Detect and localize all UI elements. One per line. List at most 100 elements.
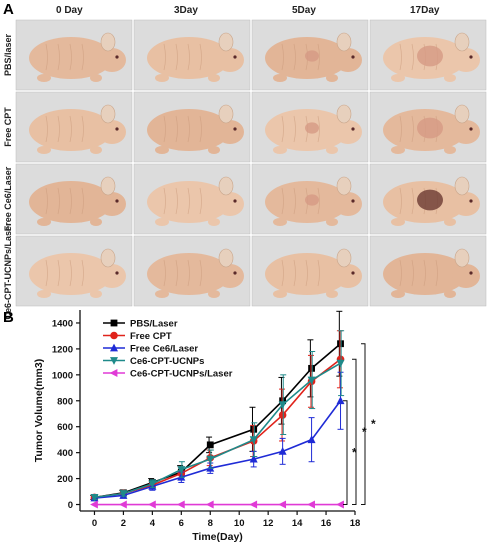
- panel-a-photo-grid: [15, 19, 487, 307]
- data-point: [278, 446, 287, 455]
- y-axis-title: Tumor Volume(mm3): [33, 359, 45, 462]
- data-point: [308, 364, 315, 372]
- data-point: [278, 411, 287, 419]
- legend-marker: [110, 331, 118, 340]
- legend-label: PBS/Laser: [130, 319, 178, 330]
- bracket: [361, 343, 366, 506]
- data-point: [206, 455, 215, 464]
- mouse-photo: [369, 235, 487, 307]
- panel-a-letter: A: [3, 1, 14, 18]
- legend-marker: [110, 319, 118, 327]
- series-0: [90, 310, 344, 501]
- mouse-photo: [251, 19, 369, 91]
- data-point: [90, 500, 98, 509]
- row-label-0: PBS/laser: [3, 33, 13, 76]
- significance-star: *: [352, 446, 357, 460]
- data-point: [279, 397, 287, 405]
- series-line: [94, 400, 342, 499]
- mouse-photo: [251, 91, 369, 163]
- panel-b-letter: B: [3, 309, 14, 326]
- data-point: [337, 340, 344, 348]
- column-label-1: 3Day: [174, 5, 198, 16]
- x-tick-label: 0: [92, 518, 97, 529]
- data-point: [176, 500, 185, 509]
- data-point: [249, 454, 258, 463]
- x-tick-label: 18: [350, 518, 361, 529]
- y-tick-label: 400: [57, 448, 73, 459]
- data-point: [119, 490, 128, 498]
- series-4: [90, 500, 344, 509]
- data-point: [249, 436, 258, 445]
- column-label-0: 0 Day: [56, 5, 83, 16]
- legend-label: Ce6-CPT-UCNPs/Laser: [130, 369, 233, 380]
- data-point: [307, 500, 315, 509]
- x-axis-title: Time(Day): [192, 531, 243, 543]
- bracket: [343, 400, 348, 506]
- x-tick-label: 10: [234, 518, 245, 529]
- legend-label: Free Ce6/Laser: [130, 344, 198, 355]
- y-tick-label: 600: [57, 422, 73, 433]
- mouse-photo: [369, 91, 487, 163]
- significance-brackets: ***: [343, 343, 376, 506]
- x-tick-label: 4: [150, 518, 156, 529]
- y-tick-label: 200: [57, 474, 73, 485]
- data-point: [336, 396, 345, 405]
- row-label-3: Ce6-CPT-UCNPs/Laser: [3, 222, 13, 320]
- data-point: [278, 401, 287, 410]
- mouse-photo: [15, 235, 133, 307]
- mouse-photo: [133, 19, 251, 91]
- mouse-photo: [251, 163, 369, 235]
- data-point: [307, 376, 316, 385]
- data-point: [249, 500, 258, 509]
- data-point: [206, 441, 214, 449]
- mouse-photo: [133, 235, 251, 307]
- y-tick-label: 800: [57, 396, 73, 407]
- series-2: [90, 371, 345, 502]
- data-point: [119, 500, 127, 509]
- mouse-photo: [15, 19, 133, 91]
- significance-star: *: [371, 417, 376, 431]
- y-tick-label: 1000: [52, 370, 73, 381]
- mouse-photo: [133, 163, 251, 235]
- column-label-2: 5Day: [292, 5, 316, 16]
- legend-marker: [109, 369, 118, 377]
- data-point: [336, 500, 344, 509]
- mouse-photo: [15, 91, 133, 163]
- mouse-photo: [369, 163, 487, 235]
- y-tick-label: 1400: [52, 318, 73, 329]
- y-tick-label: 0: [68, 500, 73, 511]
- series-1: [90, 330, 345, 502]
- legend-marker: [110, 343, 118, 352]
- data-point: [177, 466, 186, 474]
- panel-a-row-labels: PBS/laser Free CPT Free Ce6/LaserCe6-CPT-U…: [3, 33, 13, 319]
- series-3: [90, 330, 345, 502]
- mouse-photo: [133, 91, 251, 163]
- x-tick-label: 14: [292, 518, 303, 529]
- x-tick-label: 2: [121, 518, 126, 529]
- mouse-photo: [251, 235, 369, 307]
- data-point: [148, 480, 157, 489]
- row-label-2: Free Ce6/Laser: [3, 166, 13, 231]
- legend-label: Ce6-CPT-UCNPs: [130, 356, 204, 367]
- row-label-1: Free CPT: [3, 107, 13, 147]
- bracket: [352, 358, 357, 506]
- mouse-photo: [15, 163, 133, 235]
- data-point: [147, 500, 156, 509]
- x-tick-label: 16: [321, 518, 332, 529]
- legend-label: Free CPT: [130, 331, 172, 342]
- data-point: [205, 500, 214, 509]
- column-label-3: 17Day: [410, 5, 440, 16]
- series-line: [94, 362, 341, 499]
- tumor-volume-chart: 0 200 400 600 800 1000 1200 1400 0 2 4 6 8 10 12 14 16 18…: [33, 310, 376, 543]
- x-tick-label: 12: [263, 518, 274, 529]
- data-point: [336, 359, 345, 368]
- mouse-photo: [369, 19, 487, 91]
- data-point: [307, 435, 316, 444]
- data-point: [250, 425, 258, 433]
- legend-marker: [110, 357, 118, 365]
- x-tick-label: 6: [179, 518, 184, 529]
- data-point: [90, 493, 99, 502]
- y-tick-label: 1200: [52, 344, 73, 355]
